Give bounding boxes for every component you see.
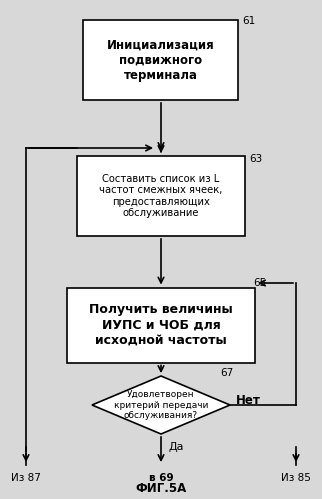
Text: Из 85: Из 85 — [281, 473, 311, 483]
Text: Удовлетворен
критерий передачи
обслуживания?: Удовлетворен критерий передачи обслужива… — [114, 390, 208, 420]
Text: 65: 65 — [253, 277, 266, 287]
FancyBboxPatch shape — [67, 287, 255, 362]
Text: Инициализация
подвижного
терминала: Инициализация подвижного терминала — [107, 38, 215, 81]
Text: Составить список из L
частот смежных ячеек,
предоставляющих
обслуживание: Составить список из L частот смежных яче… — [99, 174, 223, 219]
Text: Нет: Нет — [236, 394, 261, 407]
Polygon shape — [92, 376, 230, 434]
Text: Из 87: Из 87 — [11, 473, 41, 483]
Text: 67: 67 — [220, 368, 233, 378]
Text: Да: Да — [169, 442, 185, 452]
Text: 63: 63 — [249, 154, 262, 164]
FancyBboxPatch shape — [83, 20, 239, 100]
Text: ФИГ.5А: ФИГ.5А — [135, 482, 187, 495]
Text: Получить величины
ИУПС и ЧОБ для
исходной частоты: Получить величины ИУПС и ЧОБ для исходно… — [89, 303, 233, 346]
Text: 61: 61 — [242, 16, 256, 26]
FancyBboxPatch shape — [77, 156, 245, 236]
Text: в 69: в 69 — [149, 473, 173, 483]
